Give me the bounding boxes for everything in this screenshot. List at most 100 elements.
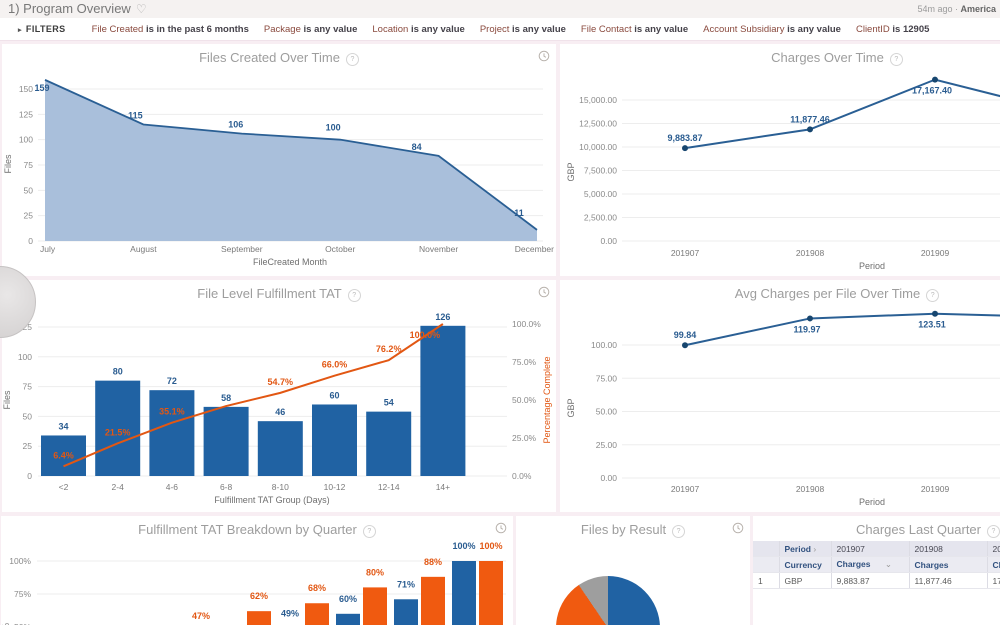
bar xyxy=(95,380,141,476)
svg-text:5,000.00: 5,000.00 xyxy=(584,189,617,199)
svg-text:25.00: 25.00 xyxy=(596,440,618,450)
svg-text:75.0%: 75.0% xyxy=(512,357,537,367)
svg-text:125: 125 xyxy=(19,109,33,119)
help-icon[interactable]: ? xyxy=(345,53,359,66)
help-icon[interactable]: ? xyxy=(926,289,940,302)
svg-text:12,500.00: 12,500.00 xyxy=(579,119,617,129)
tile-files-created-over-time: Files Created Over Time? 0 25 50 75 100 125 15… xyxy=(2,44,556,276)
clock-icon xyxy=(538,286,550,298)
svg-text:201907: 201907 xyxy=(671,484,700,494)
svg-text:0: 0 xyxy=(28,236,33,246)
svg-text:100: 100 xyxy=(18,352,32,362)
svg-text:80: 80 xyxy=(113,367,123,377)
svg-text:100: 100 xyxy=(19,135,33,145)
filter-item[interactable]: Account Subsidiary is any value xyxy=(703,23,841,35)
help-icon[interactable]: ? xyxy=(889,53,903,66)
updated-ago-text: 54m ago xyxy=(917,4,953,14)
currency-header: Currency xyxy=(784,559,822,570)
pie-chart[interactable] xyxy=(556,576,660,625)
svg-text:80%: 80% xyxy=(366,567,384,577)
dashboard-header: 1) Program Overview ♡ 54m ago · America xyxy=(0,0,1000,19)
svg-text:0.00: 0.00 xyxy=(600,236,617,246)
clock-icon xyxy=(538,50,550,62)
svg-text:September: September xyxy=(221,244,263,254)
svg-text:119.97: 119.97 xyxy=(793,324,820,334)
tile-charges-last-quarter: Charges Last Quarter? Period › 201907 2019… xyxy=(753,516,1000,625)
svg-text:123.51: 123.51 xyxy=(918,320,946,330)
bar xyxy=(41,435,86,476)
chart-canvas-avg-charges[interactable]: 0.00 25.00 50.00 75.00 100.00 99.84 119.97 123.… xyxy=(560,280,1000,512)
filters-expander[interactable]: ▸ FILTERS xyxy=(18,24,66,34)
svg-text:88%: 88% xyxy=(424,557,442,567)
svg-text:150: 150 xyxy=(19,84,33,94)
svg-text:Period: Period xyxy=(859,261,885,271)
cumulative-line xyxy=(63,323,444,468)
tile-title: Charges Over Time? xyxy=(560,50,1000,66)
svg-text:50: 50 xyxy=(24,185,34,195)
svg-text:100.0%: 100.0% xyxy=(512,319,541,329)
svg-text:FileCreated Month: FileCreated Month xyxy=(253,257,327,267)
chart-svg: 100% 75% 50% 49% 60% 71% 100% 47% 62% 68% 80% 88% 10… xyxy=(1,541,506,625)
chevron-right-icon[interactable]: › xyxy=(813,543,817,554)
svg-text:60: 60 xyxy=(329,390,339,400)
svg-text:0: 0 xyxy=(27,471,32,481)
tile-title-text: Charges Last Quarter xyxy=(855,522,981,537)
filter-item[interactable]: Project is any value xyxy=(479,23,566,35)
help-icon[interactable]: ? xyxy=(987,525,1000,538)
svg-text:100.00: 100.00 xyxy=(591,340,617,350)
filter-item[interactable]: File Created is in the past 6 months xyxy=(91,23,249,35)
svg-text:34: 34 xyxy=(58,421,68,431)
svg-text:50.00: 50.00 xyxy=(596,407,618,417)
period-value: 201907 xyxy=(831,541,910,557)
filter-item[interactable]: File Contact is any value xyxy=(580,23,689,35)
tile-title: Files Created Over Time? xyxy=(2,50,556,66)
svg-text:July: July xyxy=(40,244,56,254)
filter-item[interactable]: Package is any value xyxy=(263,23,358,35)
svg-text:75%: 75% xyxy=(14,589,31,599)
svg-text:Files: Files xyxy=(2,390,12,410)
svg-text:12-14: 12-14 xyxy=(378,482,400,492)
help-icon[interactable]: ? xyxy=(672,525,686,538)
chart-canvas-files-by-result[interactable] xyxy=(516,516,750,625)
chart-svg: 0 25 50 75 100 125 150 159 115 106 100 84 11 July Augu… xyxy=(3,79,554,267)
measure-header: Charges xyxy=(914,559,949,570)
measure-header: Charges xyxy=(992,559,1000,570)
svg-text:2,500.00: 2,500.00 xyxy=(584,213,617,223)
svg-text:October: October xyxy=(325,244,355,254)
chart-canvas-files-created[interactable]: 0 25 50 75 100 125 150 159 115 106 100 84 11 July Augu… xyxy=(2,44,556,276)
svg-text:11,877.46: 11,877.46 xyxy=(790,114,830,124)
favorite-heart-icon[interactable]: ♡ xyxy=(135,2,147,16)
filter-item[interactable]: Location is any value xyxy=(372,23,465,35)
chart-canvas-tat-breakdown[interactable]: 100% 75% 50% 49% 60% 71% 100% 47% 62% 68% 80% 88% 10… xyxy=(1,516,513,625)
sort-chevron-icon[interactable]: ⌄ xyxy=(884,559,893,569)
period-value: 201908 xyxy=(909,541,988,557)
svg-text:54.7%: 54.7% xyxy=(268,377,294,387)
bar xyxy=(203,406,249,476)
svg-text:201908: 201908 xyxy=(796,248,825,258)
svg-text:62%: 62% xyxy=(250,591,268,601)
bar xyxy=(312,404,357,476)
svg-text:100%: 100% xyxy=(9,556,31,566)
chart-canvas-charges[interactable]: 0.00 2,500.00 5,000.00 7,500.00 10,000.00 12,… xyxy=(560,44,1000,276)
bar xyxy=(479,561,503,625)
help-icon[interactable]: ? xyxy=(362,525,376,538)
svg-text:115: 115 xyxy=(128,110,143,120)
tile-files-by-result: Files by Result? xyxy=(516,516,750,625)
tile-title-text: Fulfillment TAT Breakdown by Quarter xyxy=(138,522,357,537)
help-icon[interactable]: ? xyxy=(347,289,361,302)
filter-item[interactable]: ClientID is 12905 xyxy=(855,23,930,35)
svg-text:Percentage Complete: Percentage Complete xyxy=(542,356,552,443)
svg-text:21.5%: 21.5% xyxy=(105,427,131,437)
tile-title-text: Files Created Over Time xyxy=(199,50,340,65)
chart-svg: 0.00 2,500.00 5,000.00 7,500.00 10,000.00 12,… xyxy=(566,76,1000,271)
chart-canvas-fulfillment-tat[interactable]: 02550751001250.0%25.0%50.0%75.0%100.0%34… xyxy=(2,280,556,512)
svg-text:100: 100 xyxy=(326,123,341,133)
svg-text:Period: Period xyxy=(859,497,885,507)
tile-tat-breakdown-by-quarter: Fulfillment TAT Breakdown by Quarter? 10… xyxy=(1,516,513,625)
tile-avg-charges-per-file: Avg Charges per File Over Time? 0.00 25.0… xyxy=(560,280,1000,512)
svg-text:201908: 201908 xyxy=(796,484,825,494)
bar xyxy=(257,421,303,476)
svg-text:46: 46 xyxy=(275,407,285,417)
